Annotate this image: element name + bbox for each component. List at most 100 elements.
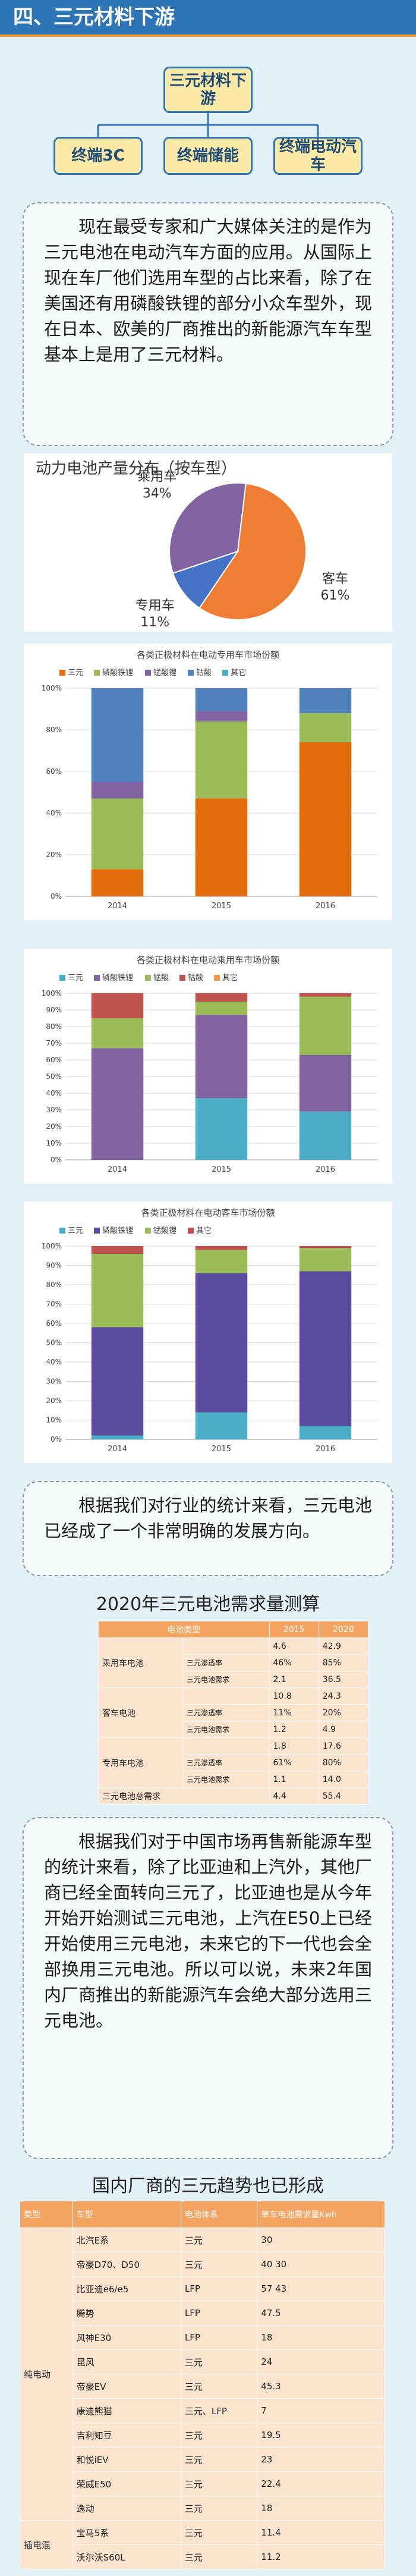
- bar-segment: [195, 1246, 248, 1250]
- table-row: 康迪熊猫 三元、LFP 7: [20, 2398, 385, 2423]
- legend-swatch: [59, 670, 65, 676]
- cell: 三元: [180, 2349, 258, 2374]
- connector: [97, 113, 319, 137]
- cell: 比亚迪e6/e5: [72, 2276, 181, 2301]
- tree-node: 终端储能: [163, 137, 253, 175]
- cell: 三元、LFP: [180, 2398, 258, 2423]
- chart-title: 动力电池产量分布（按车型）: [36, 460, 237, 478]
- cell: 三元: [180, 2471, 258, 2496]
- cell: 57 43: [257, 2276, 385, 2301]
- bar-segment: [91, 688, 144, 782]
- table-title: 国内厂商的三元趋势也已形成: [92, 2176, 324, 2197]
- value-cell: 4.9: [318, 1721, 369, 1738]
- pie-slice: [172, 550, 239, 609]
- cell: 三元: [180, 2544, 258, 2569]
- chart: 动力电池产量分布（按车型） 客车 61% 专用车 11% 乘用车 34%: [36, 460, 349, 630]
- value-cell: 42.9: [318, 1637, 369, 1655]
- cell: 三元: [180, 2423, 258, 2448]
- bar-segment: [299, 1426, 352, 1439]
- bar-segment: [91, 1327, 144, 1436]
- group-cell: 乘用车电池: [97, 1637, 184, 1688]
- x-tick-label: 2014: [108, 902, 127, 911]
- table-row: 和悦iEV 三元 23: [20, 2447, 385, 2472]
- bar-segment: [299, 713, 352, 742]
- group-cell: 三元电池总需求: [98, 1787, 270, 1805]
- value-cell: 80%: [318, 1754, 369, 1771]
- cell: 11.2: [257, 2544, 385, 2569]
- table-row: 三元电池总需求 4.4 55.4: [98, 1787, 369, 1805]
- table-row: 三元电池需求 2.1 36.5: [99, 1671, 369, 1688]
- value-cell: 10.8: [269, 1687, 319, 1705]
- bar-segment: [91, 782, 144, 799]
- bar-segment: [195, 1098, 248, 1160]
- cell: 18: [257, 2325, 385, 2350]
- bar-segment: [91, 1048, 144, 1160]
- bar-segment: [91, 1254, 144, 1328]
- bar-segment: [91, 993, 144, 1018]
- value-cell: 20%: [318, 1704, 369, 1721]
- cell: 风神E30: [72, 2325, 181, 2350]
- x-tick-label: 2015: [212, 1445, 231, 1454]
- x-tick-label: 2016: [316, 902, 335, 911]
- bar-segment: [91, 1435, 144, 1439]
- chart-title: 各类正极材料在电动专用车市场份额: [137, 650, 279, 660]
- bar-segment: [299, 1271, 352, 1426]
- y-tick-label: 100%: [42, 1242, 62, 1250]
- legend-swatch: [188, 1228, 194, 1234]
- group-cell: 客车电池: [97, 1687, 184, 1738]
- cell: 11.4: [257, 2520, 385, 2545]
- cell: 47.5: [257, 2301, 385, 2326]
- table: 类型 车型 电池体系 单车电池需求量Kwh 纯电动 北汽E系 三元 30 帝豪D70、D50 三元…: [20, 2201, 385, 2569]
- table-row: 比亚迪e6/e5 LFP 57 43: [20, 2276, 385, 2301]
- cell: 三元: [180, 2374, 258, 2399]
- slice-label: 专用车: [135, 598, 175, 613]
- y-tick-label: 80%: [46, 726, 62, 734]
- y-tick-label: 0%: [51, 892, 62, 900]
- value-cell: 17.6: [318, 1737, 369, 1755]
- sub-cell: 三元渗透率: [182, 1754, 270, 1771]
- bar-segment: [195, 711, 248, 721]
- y-tick-label: 30%: [46, 1378, 62, 1386]
- table-row: 昆风 三元 24: [20, 2349, 385, 2374]
- table-row: 三元渗透率 11% 20%: [99, 1704, 369, 1721]
- sub-cell: [182, 1637, 270, 1655]
- legend-swatch: [179, 975, 185, 981]
- y-tick-label: 80%: [46, 1281, 62, 1289]
- bar-segment: [299, 688, 352, 713]
- header-cell: 电池类型: [98, 1621, 270, 1638]
- paragraph: 根据我们对行业的统计来看，三元电池已经成了一个非常明确的发展方向。: [23, 1481, 393, 1576]
- value-cell: 14.0: [318, 1771, 369, 1788]
- x-tick-label: 2015: [212, 902, 231, 911]
- bar-segment: [195, 1015, 248, 1099]
- cell: 和悦iEV: [72, 2447, 181, 2472]
- cell: 北汽E系: [72, 2227, 181, 2252]
- legend-label: 锰酸锂: [153, 1226, 177, 1235]
- value-cell: 4.4: [269, 1787, 319, 1805]
- cell: 宝马5系: [72, 2520, 181, 2545]
- table-row: 帝豪D70、D50 三元 40 30: [20, 2252, 385, 2277]
- legend-swatch: [145, 1228, 151, 1234]
- table-row: 专用车电池 1.8 17.6: [97, 1737, 369, 1788]
- legend-label: 锰酸锂: [153, 669, 177, 677]
- cell: 24: [257, 2349, 385, 2374]
- bar-segment: [299, 996, 352, 1055]
- y-tick-label: 40%: [46, 1358, 62, 1366]
- legend-label: 其它: [222, 973, 238, 983]
- y-tick-label: 100%: [42, 684, 62, 692]
- table-row: 三元渗透率 46% 85%: [99, 1654, 369, 1671]
- table-row: 插电混 宝马5系 三元 11.4: [20, 2520, 385, 2569]
- bar-segment: [299, 993, 352, 997]
- y-tick-label: 30%: [46, 1106, 62, 1114]
- value-cell: 85%: [318, 1654, 369, 1671]
- legend-label: 锰酸: [153, 974, 169, 983]
- legend-label: 其它: [231, 668, 246, 677]
- cell: 22.4: [257, 2471, 385, 2496]
- chart-panel: 动力电池产量分布（按车型） 客车 61% 专用车 11% 乘用车 34%: [24, 453, 392, 632]
- y-tick-label: 40%: [46, 809, 62, 817]
- cell: 18: [257, 2496, 385, 2521]
- x-tick-label: 2015: [212, 1165, 231, 1174]
- header-bar: 四、三元材料下游: [0, 0, 416, 37]
- cell: 三元: [180, 2520, 258, 2545]
- tree-root: 三元材料下游: [163, 67, 253, 113]
